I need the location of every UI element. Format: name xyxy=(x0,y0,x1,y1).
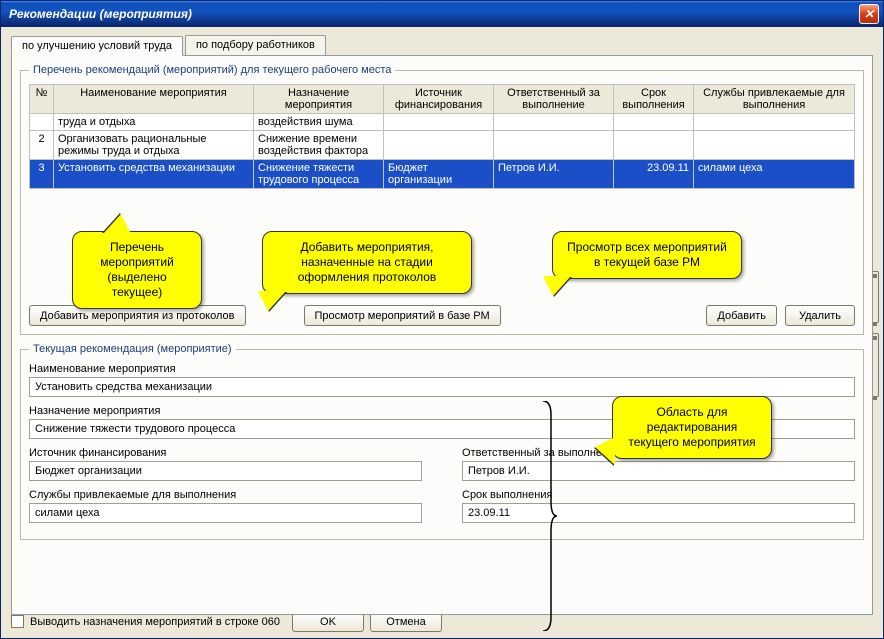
table-row[interactable]: труда и отдыха воздействия шума xyxy=(30,114,855,131)
col-source: Источник финансирования xyxy=(384,85,494,114)
tab-staff-selection[interactable]: по подбору работников xyxy=(185,35,326,55)
label-source: Источник финансирования xyxy=(29,447,422,459)
table-row[interactable]: 2 Организовать рациональные режимы труда… xyxy=(30,131,855,160)
output-060-checkbox[interactable] xyxy=(11,615,24,628)
close-icon[interactable]: ✕ xyxy=(859,4,879,24)
col-num: № xyxy=(30,85,54,114)
table-row-selected[interactable]: 3 Установить средства механизации Снижен… xyxy=(30,160,855,189)
add-button[interactable]: Добавить xyxy=(706,305,777,326)
tab-improve-conditions[interactable]: по улучшению условий труда xyxy=(11,36,183,56)
callout-edit-area: Область для редактирования текущего меро… xyxy=(612,396,772,459)
checkbox-label: Выводить назначения мероприятий в строке… xyxy=(30,616,280,628)
col-purpose: Назначение мероприятия xyxy=(254,85,384,114)
edit-legend: Текущая рекомендация (мероприятие) xyxy=(29,343,236,355)
titlebar: Рекомендации (мероприятия) ✕ xyxy=(1,1,883,27)
window-title: Рекомендации (мероприятия) xyxy=(9,7,859,21)
callout-view-base: Просмотр всех мероприятий в текущей базе… xyxy=(552,231,742,279)
svc-field[interactable] xyxy=(29,503,422,523)
source-field[interactable] xyxy=(29,461,422,481)
view-in-base-button[interactable]: Просмотр мероприятий в базе РМ xyxy=(304,305,501,326)
client-area: по улучшению условий труда по подбору ра… xyxy=(1,27,883,638)
col-due: Срок выполнения xyxy=(614,85,694,114)
name-field[interactable] xyxy=(29,377,855,397)
label-due: Срок выполнения xyxy=(462,489,855,501)
callout-list: Перечень мероприятий (выделено текущее) xyxy=(72,231,202,309)
due-field[interactable] xyxy=(462,503,855,523)
col-resp: Ответственный за выполнение xyxy=(494,85,614,114)
delete-button[interactable]: Удалить xyxy=(785,305,855,326)
resp-field[interactable] xyxy=(462,461,855,481)
col-name: Наименование мероприятия xyxy=(54,85,254,114)
list-legend: Перечень рекомендаций (мероприятий) для … xyxy=(29,64,395,76)
col-svc: Службы привлекаемые для выполнения xyxy=(694,85,855,114)
label-svc: Службы привлекаемые для выполнения xyxy=(29,489,422,501)
table-header-row: № Наименование мероприятия Назначение ме… xyxy=(30,85,855,114)
label-name: Наименование мероприятия xyxy=(29,363,855,375)
tab-panel: Перечень рекомендаций (мероприятий) для … xyxy=(11,55,873,615)
brace-icon xyxy=(537,401,557,631)
tabstrip: по улучшению условий труда по подбору ра… xyxy=(11,35,873,55)
callout-add-protocols: Добавить мероприятия, назначенные на ста… xyxy=(262,231,472,294)
recommendations-table[interactable]: № Наименование мероприятия Назначение ме… xyxy=(29,84,855,189)
dialog-window: Рекомендации (мероприятия) ✕ по улучшени… xyxy=(0,0,884,639)
